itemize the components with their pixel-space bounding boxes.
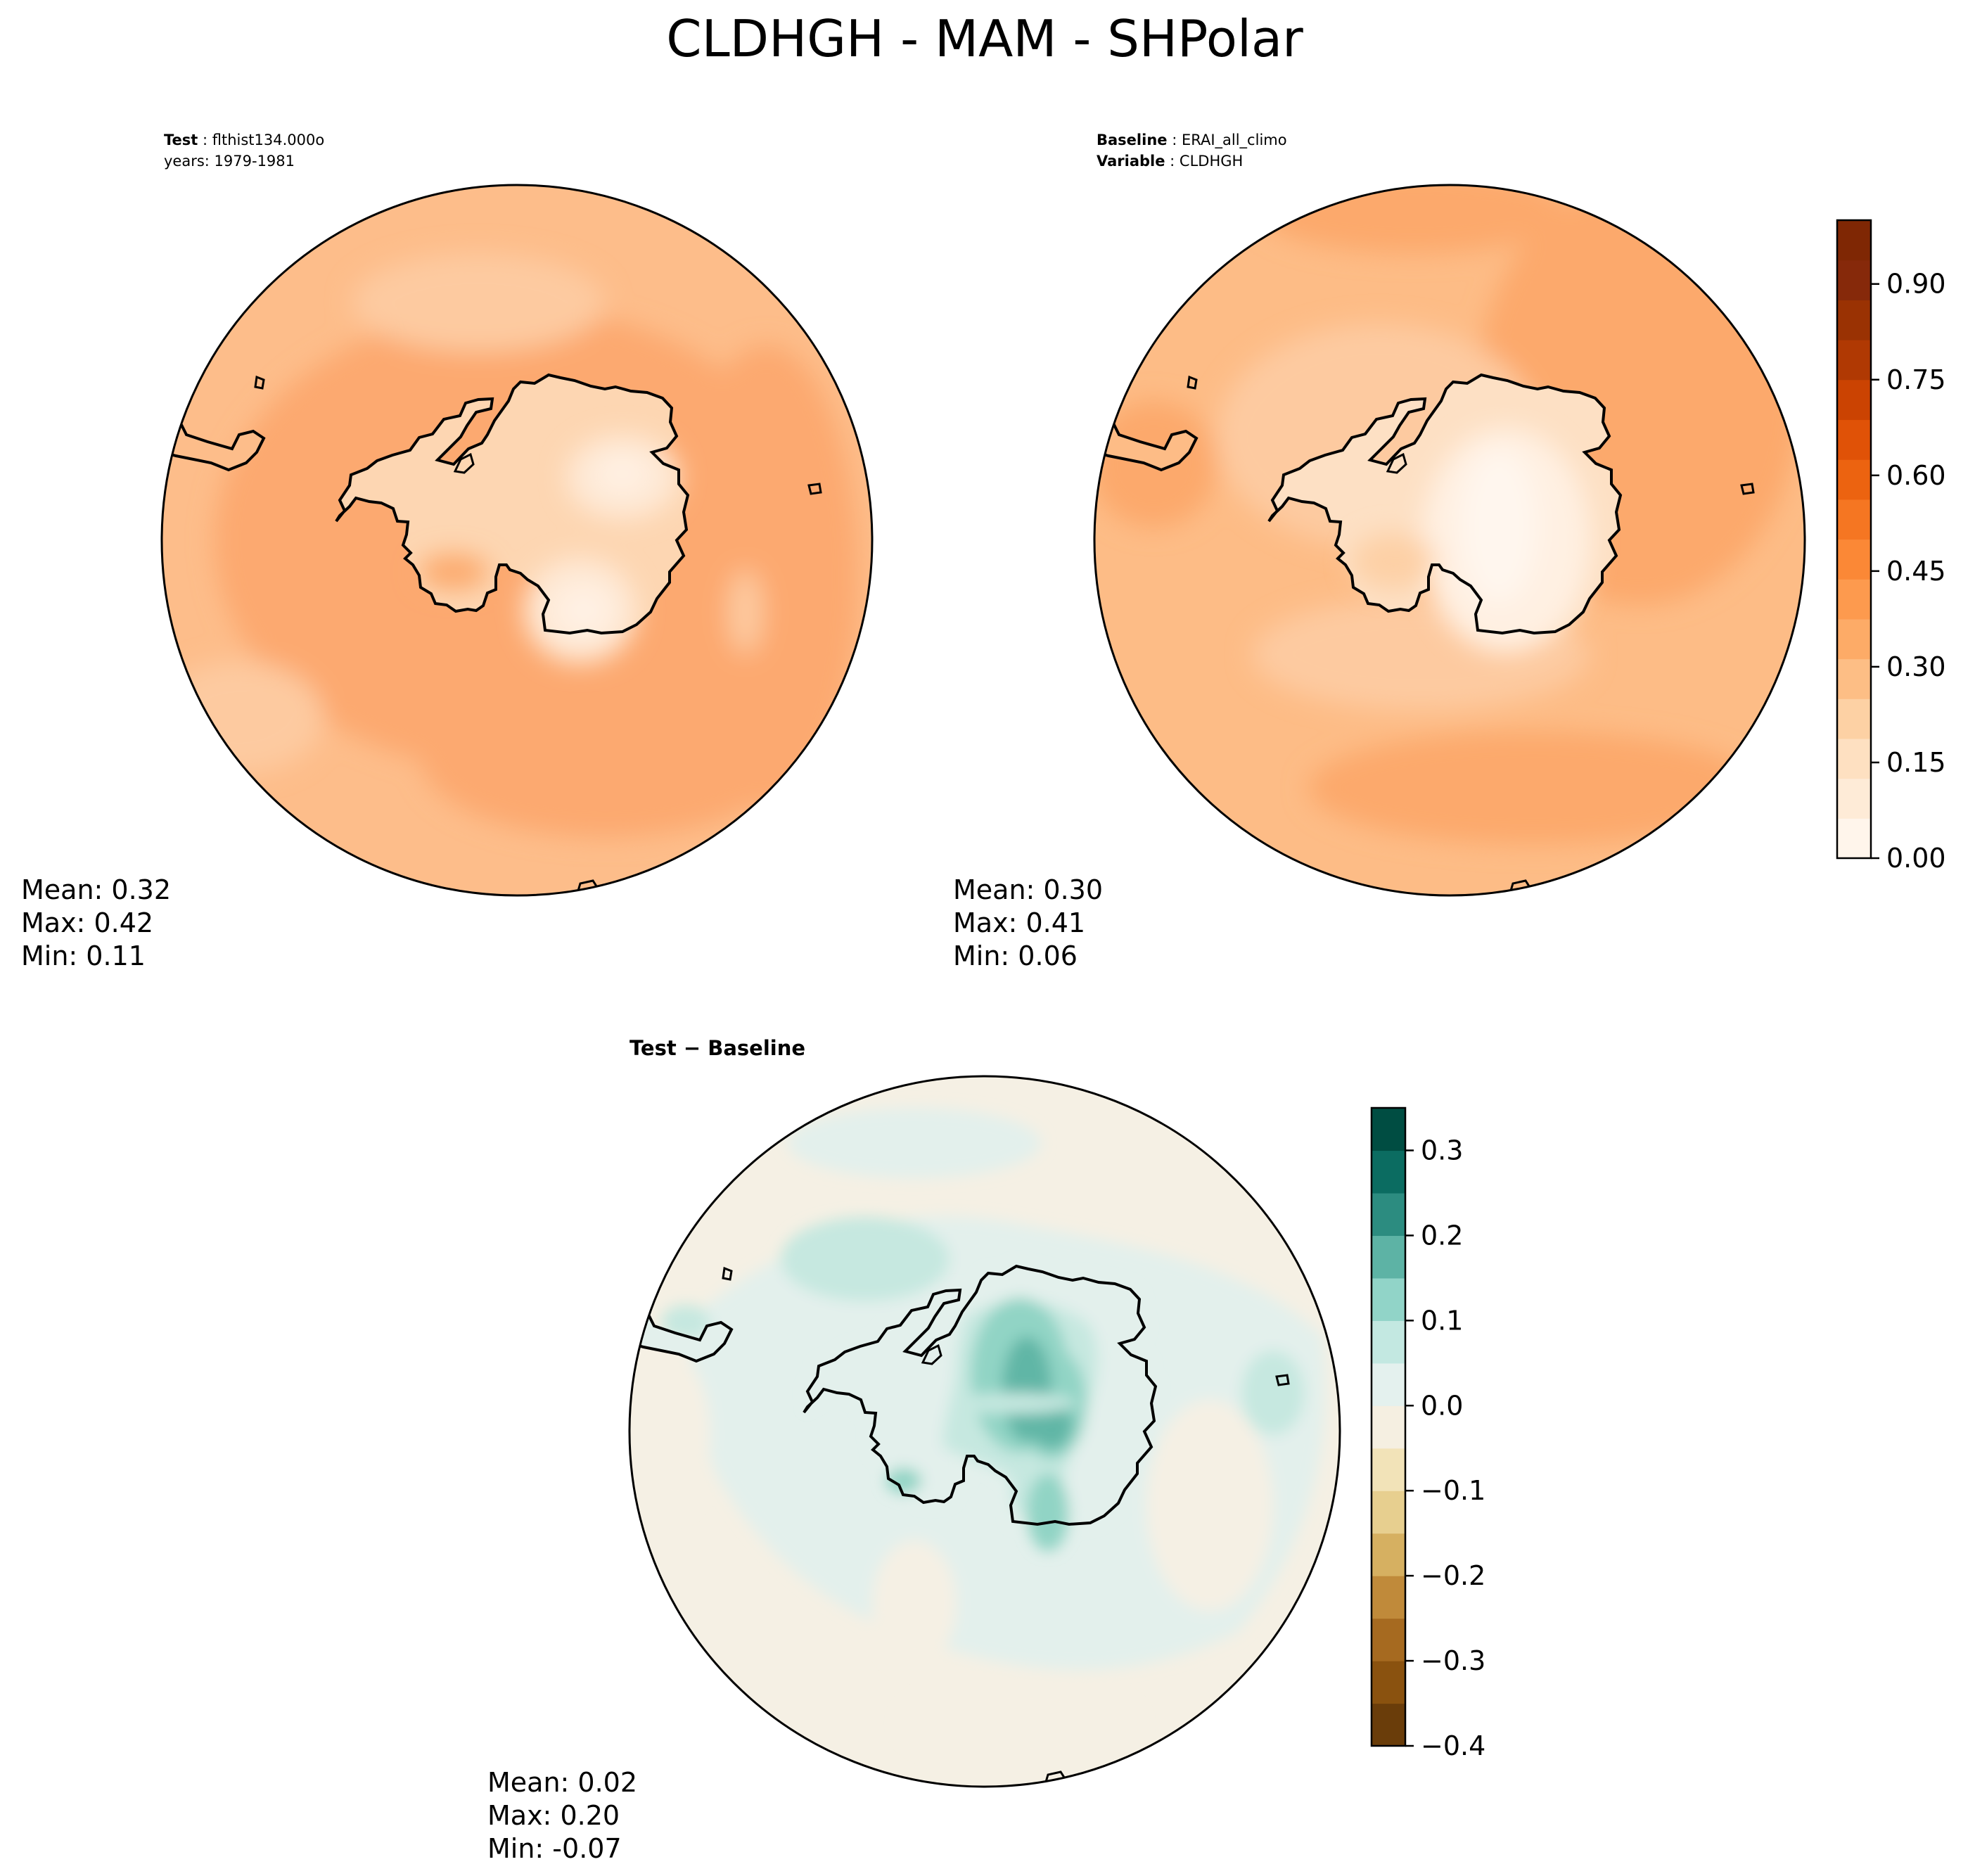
colorbar-brbg-segment-1 (1372, 1661, 1405, 1704)
colorbar-oranges-segment-5 (1837, 618, 1871, 660)
variable-label-value: CLDHGH (1180, 153, 1243, 170)
colorbar-oranges-segment-11 (1837, 379, 1871, 421)
test-panel: Test : flthist134.000o years: 1979-1981 (21, 132, 874, 971)
colorbar-oranges-segment-12 (1837, 340, 1871, 381)
colorbar-brbg-tick-label-0: −0.4 (1421, 1730, 1485, 1761)
colorbar-brbg-segment-5 (1372, 1491, 1405, 1534)
colorbar-oranges-tick-label-1: 0.15 (1886, 747, 1946, 778)
colorbar-oranges-segment-8 (1837, 499, 1871, 540)
colorbar-brbg: −0.4 −0.3 −0.2 −0.1 0.0 0.1 0.2 0.3 (1370, 1106, 1485, 1761)
colorbar-oranges-frame (1836, 219, 1872, 860)
colorbar-oranges: 0.00 0.15 0.30 0.45 0.60 0.75 0.90 (1836, 219, 1946, 874)
test-mean: Mean: 0.32 (21, 874, 171, 905)
baseline-mean: Mean: 0.30 (953, 874, 1103, 905)
test-label-bold: Test (164, 132, 198, 148)
colorbar-brbg-segment-11 (1372, 1235, 1405, 1279)
colorbar-brbg-tick-label-1: −0.3 (1421, 1645, 1485, 1676)
colorbar-oranges-segment-1 (1837, 778, 1871, 819)
colorbar-oranges-tick-label-6: 0.90 (1886, 269, 1946, 300)
test-map-border (160, 184, 874, 897)
test-min: Min: 0.11 (21, 940, 146, 971)
colorbar-brbg-segment-13 (1372, 1150, 1405, 1194)
colorbar-brbg-segment-0 (1372, 1703, 1405, 1747)
diff-min: Min: -0.07 (487, 1833, 622, 1864)
figure-title: CLDHGH - MAM - SHPolar (666, 9, 1303, 68)
colorbar-brbg-tick-label-6: 0.2 (1421, 1220, 1463, 1251)
colorbar-oranges-segment-9 (1837, 459, 1871, 500)
baseline-panel: Baseline : ERAI_all_climo Variable : CLD… (953, 132, 1806, 971)
colorbar-brbg-segment-14 (1372, 1108, 1405, 1151)
test-antarctica (162, 374, 822, 895)
colorbar-oranges-segment-4 (1837, 658, 1871, 699)
test-label: Test : flthist134.000o (164, 132, 324, 148)
diff-map-border (628, 1075, 1341, 1788)
diff-max: Max: 0.20 (487, 1800, 620, 1831)
test-max: Max: 0.42 (21, 907, 153, 938)
colorbar-oranges-segment-15 (1837, 220, 1871, 261)
colorbar-brbg-segment-7 (1372, 1405, 1405, 1449)
colorbar-oranges-segment-13 (1837, 300, 1871, 340)
baseline-antarctica (1094, 374, 1755, 895)
colorbar-oranges-segment-14 (1837, 260, 1871, 300)
colorbar-oranges-tick-label-0: 0.00 (1886, 843, 1946, 874)
variable-label: Variable : CLDHGH (1097, 153, 1243, 170)
test-map (162, 185, 872, 895)
baseline-max: Max: 0.41 (953, 907, 1085, 938)
baseline-label-bold: Baseline (1097, 132, 1168, 148)
colorbar-brbg-segment-12 (1372, 1192, 1405, 1236)
colorbar-oranges-segment-6 (1837, 579, 1871, 620)
colorbar-brbg-segment-4 (1372, 1533, 1405, 1576)
diff-antarctica (629, 1265, 1290, 1787)
colorbar-brbg-segment-9 (1372, 1320, 1405, 1364)
baseline-map-border (1093, 184, 1806, 897)
test-years: years: 1979-1981 (164, 153, 295, 170)
diff-panel: Test − Baseline (487, 1036, 1341, 1864)
colorbar-brbg-tick-label-7: 0.3 (1421, 1135, 1463, 1166)
colorbar-oranges-tick-label-4: 0.60 (1886, 460, 1946, 491)
variable-label-bold: Variable (1097, 153, 1165, 170)
colorbar-brbg-tick-label-5: 0.1 (1421, 1305, 1463, 1336)
baseline-map (1094, 185, 1805, 895)
colorbar-oranges-segment-3 (1837, 698, 1871, 739)
colorbar-brbg-tick-label-2: −0.2 (1421, 1560, 1485, 1591)
colorbar-oranges-tick-label-2: 0.30 (1886, 651, 1946, 682)
colorbar-brbg-segment-8 (1372, 1363, 1405, 1406)
diff-mean: Mean: 0.02 (487, 1767, 637, 1798)
colorbar-oranges-tick-label-5: 0.75 (1886, 364, 1946, 395)
colorbar-brbg-segment-10 (1372, 1277, 1405, 1321)
diff-map (629, 1076, 1340, 1787)
colorbar-brbg-segment-6 (1372, 1448, 1405, 1491)
colorbar-brbg-tick-label-3: −0.1 (1421, 1475, 1485, 1506)
baseline-label: Baseline : ERAI_all_climo (1097, 132, 1287, 149)
colorbar-brbg-frame (1370, 1106, 1407, 1747)
colorbar-oranges-tick-label-3: 0.45 (1886, 556, 1946, 587)
colorbar-brbg-segment-2 (1372, 1618, 1405, 1661)
colorbar-oranges-segment-0 (1837, 818, 1871, 859)
diff-title: Test − Baseline (629, 1036, 805, 1060)
colorbar-brbg-segment-3 (1372, 1576, 1405, 1619)
test-label-value: flthist134.000o (212, 132, 324, 148)
colorbar-oranges-segment-2 (1837, 738, 1871, 779)
baseline-label-value: ERAI_all_climo (1182, 132, 1287, 149)
colorbar-brbg-tick-label-4: 0.0 (1421, 1390, 1463, 1421)
colorbar-oranges-segment-7 (1837, 539, 1871, 580)
baseline-min: Min: 0.06 (953, 940, 1078, 971)
colorbar-oranges-segment-10 (1837, 419, 1871, 460)
